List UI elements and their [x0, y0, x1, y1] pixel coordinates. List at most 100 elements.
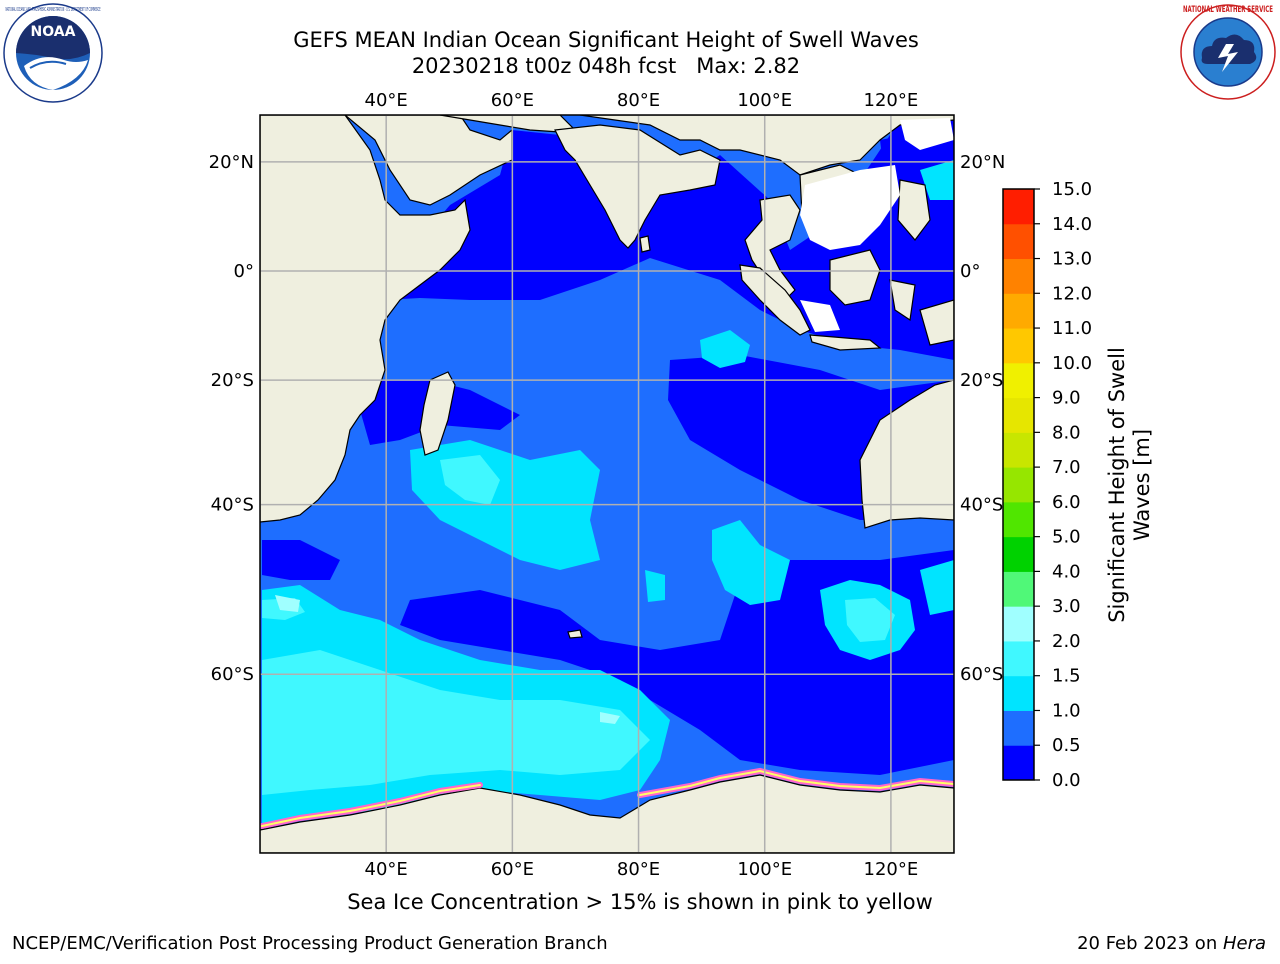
colorbar-segment — [1003, 536, 1034, 572]
footer-credit: NCEP/EMC/Verification Post Processing Pr… — [12, 933, 608, 954]
new-guinea-island — [919, 299, 954, 346]
australia-landmass — [859, 379, 954, 529]
footer-host: Hera — [1222, 933, 1266, 954]
land-masses — [260, 115, 954, 853]
sumatra-island — [739, 264, 811, 336]
lon-tick-top: 60°E — [491, 90, 534, 111]
lon-tick-bottom: 60°E — [491, 859, 534, 880]
colorbar-frame — [1002, 188, 1035, 781]
map-area — [260, 115, 954, 853]
kerguelen-island — [567, 629, 583, 639]
lon-tick-bottom: 80°E — [617, 859, 660, 880]
colorbar-tick-label: 0.0 — [1052, 770, 1081, 791]
lat-tick-right: 60°S — [960, 664, 1003, 685]
title-line-2: 20230218 t00z 048h fcst Max: 2.82 — [411, 54, 801, 78]
sea-ice-caption: Sea Ice Concentration > 15% is shown in … — [347, 890, 933, 914]
colorbar-tick-label: 14.0 — [1052, 214, 1092, 235]
colorbar-tick-label: 9.0 — [1052, 388, 1081, 409]
colorbar-segment — [1003, 432, 1034, 468]
colorbar-tick-label: 8.0 — [1052, 422, 1081, 443]
colorbar-segment — [1003, 293, 1034, 329]
footer-date-text: 20 Feb 2023 on — [1077, 933, 1223, 954]
lon-tick-top: 120°E — [864, 90, 919, 111]
africa-landmass — [260, 115, 471, 523]
colorbar-tick-label: 0.5 — [1052, 735, 1081, 756]
lat-tick-right: 0° — [960, 261, 980, 282]
colorbar-tick-label: 13.0 — [1052, 249, 1092, 270]
colorbar-label: Significant Height of Swell Waves [m] — [1105, 347, 1155, 623]
colorbar-segment — [1003, 362, 1034, 399]
colorbar-segment — [1003, 745, 1034, 781]
antarctica-landmass — [260, 774, 954, 853]
lon-ticks-bottom: 40°E 60°E 80°E 100°E 120°E — [365, 859, 919, 880]
sea-ice-fringe — [260, 767, 954, 829]
lat-tick-right: 20°N — [960, 152, 1005, 173]
colorbar-tick-label: 3.0 — [1052, 596, 1081, 617]
lat-tick-left: 20°S — [211, 370, 254, 391]
lat-tick-left: 60°S — [211, 664, 254, 685]
sulawesi-island — [889, 279, 916, 322]
philippines-island — [897, 179, 931, 241]
colorbar-segment — [1003, 675, 1034, 711]
map-frame — [259, 114, 955, 854]
malay-peninsula — [744, 194, 801, 301]
colorbar-segment — [1003, 397, 1034, 433]
colorbar-tick-label: 15.0 — [1052, 179, 1092, 200]
footer-date: 20 Feb 2023 on Hera — [1077, 933, 1266, 954]
colorbar-tick-label: 1.0 — [1052, 700, 1081, 721]
colorbar-segment — [1003, 328, 1034, 364]
colorbar-label-line-1: Significant Height of Swell — [1105, 347, 1129, 623]
colorbar-tick-label: 6.0 — [1052, 492, 1081, 513]
title-line-1: GEFS MEAN Indian Ocean Significant Heigh… — [293, 28, 919, 52]
nws-ring-text: NATIONAL WEATHER SERVICE — [1183, 5, 1273, 15]
lon-tick-top: 80°E — [617, 90, 660, 111]
noaa-logo-icon: NOAA NATIONAL OCEANIC AND ATMOSPHERIC AD… — [2, 2, 104, 104]
madagascar-island — [419, 371, 456, 456]
colorbar-segment — [1003, 571, 1034, 607]
lon-tick-top: 40°E — [365, 90, 408, 111]
colorbar-tick-label: 10.0 — [1052, 353, 1092, 374]
lat-ticks-left: 20°N 0° 20°S 40°S 60°S — [209, 152, 254, 685]
nws-logo-icon: NATIONAL WEATHER SERVICE — [1178, 2, 1278, 102]
colorbar-segment — [1003, 710, 1034, 746]
colorbar-tick-label: 2.0 — [1052, 631, 1081, 652]
no-data-patches — [800, 118, 954, 332]
india-landmass — [554, 124, 721, 249]
swell-2.0-3.0-regions — [275, 595, 620, 724]
lon-tick-bottom: 40°E — [365, 859, 408, 880]
graticule — [260, 115, 954, 853]
borneo-island — [829, 249, 881, 306]
colorbar-ticks: 0.0 0.5 1.0 1.5 2.0 3.0 4.0 5.0 6.0 7.0 8.0 9.0 10.0… — [1034, 179, 1092, 791]
noaa-ring-text: NATIONAL OCEANIC AND ATMOSPHERIC ADMINIS… — [6, 7, 101, 13]
colorbar-segment — [1003, 258, 1034, 294]
java-island — [809, 334, 882, 351]
colorbar-segment — [1003, 640, 1034, 677]
colorbar-segment — [1003, 223, 1034, 260]
noaa-logo-text: NOAA — [31, 24, 76, 40]
colorbar-segment — [1003, 189, 1034, 225]
lat-tick-right: 40°S — [960, 495, 1003, 516]
colorbar-segment — [1003, 606, 1034, 642]
lon-ticks-top: 40°E 60°E 80°E 100°E 120°E — [365, 90, 919, 111]
lat-tick-left: 40°S — [211, 495, 254, 516]
lat-tick-left: 20°N — [209, 152, 254, 173]
colorbar-segment — [1003, 501, 1034, 538]
lat-tick-right: 20°S — [960, 370, 1003, 391]
lon-tick-bottom: 120°E — [864, 859, 919, 880]
colorbar-tick-label: 7.0 — [1052, 457, 1081, 478]
lon-tick-top: 100°E — [737, 90, 792, 111]
colorbar-segment — [1003, 467, 1034, 503]
colorbar-tick-label: 11.0 — [1052, 318, 1092, 339]
colorbar-label-line-2: Waves [m] — [1130, 428, 1154, 542]
colorbar — [1003, 189, 1034, 781]
chart-title: GEFS MEAN Indian Ocean Significant Heigh… — [250, 27, 962, 79]
colorbar-tick-label: 5.0 — [1052, 527, 1081, 548]
colorbar-tick-label: 12.0 — [1052, 283, 1092, 304]
lat-tick-left: 0° — [234, 261, 254, 282]
lon-tick-bottom: 100°E — [737, 859, 792, 880]
colorbar-tick-label: 4.0 — [1052, 561, 1081, 582]
colorbar-tick-label: 1.5 — [1052, 666, 1081, 687]
swell-1.5-2.0-regions — [262, 455, 895, 795]
